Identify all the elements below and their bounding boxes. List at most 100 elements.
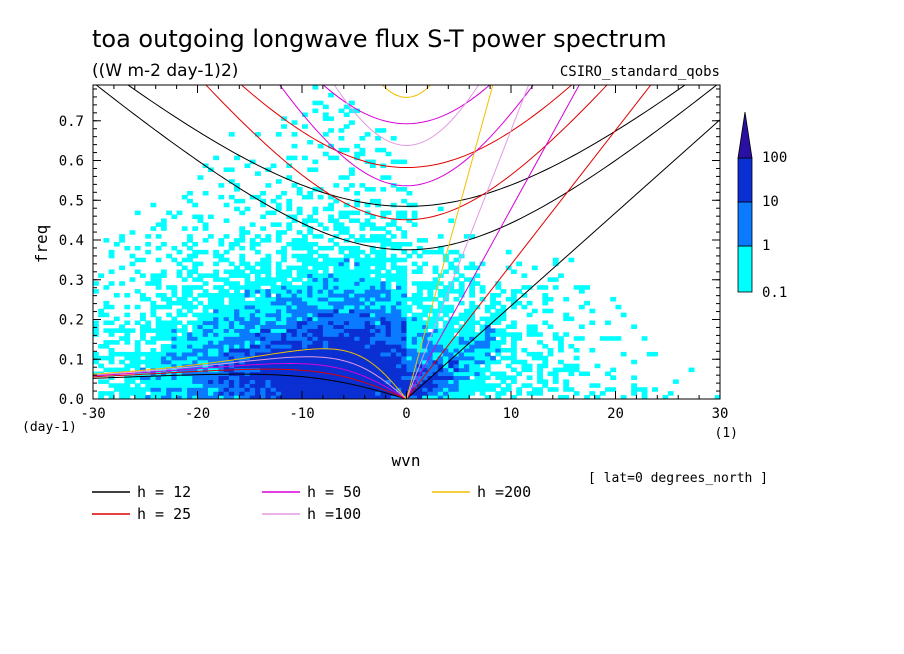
heatmap-cell	[479, 359, 486, 365]
heatmap-cell	[218, 363, 225, 369]
heatmap-cell	[422, 351, 428, 357]
heatmap-cell	[202, 273, 209, 278]
heatmap-cell	[422, 383, 428, 388]
heatmap-cell	[207, 234, 214, 239]
heatmap-cell	[484, 363, 491, 369]
heatmap-cell	[343, 371, 350, 377]
heatmap-cell	[401, 344, 408, 349]
heatmap-cell	[187, 304, 193, 310]
heatmap-cell	[385, 332, 392, 337]
heatmap-cell	[401, 234, 408, 239]
heatmap-cell	[223, 347, 230, 353]
heatmap-cell	[573, 367, 580, 373]
heatmap-cell	[328, 383, 334, 388]
heatmap-cell	[631, 324, 637, 329]
heatmap-cell	[322, 265, 329, 271]
heatmap-cell	[432, 375, 439, 380]
heatmap-cell	[275, 230, 282, 235]
heatmap-cell	[207, 332, 214, 337]
heatmap-cell	[286, 289, 293, 294]
heatmap-cell	[322, 351, 329, 357]
heatmap-cell	[234, 155, 240, 161]
heatmap-cell	[422, 355, 428, 361]
y-unit-label: (day-1)	[22, 420, 77, 435]
heatmap-cell	[160, 328, 167, 333]
x-tick-label: -30	[80, 406, 105, 422]
heatmap-cell	[124, 391, 131, 396]
heatmap-cell	[286, 320, 293, 326]
heatmap-cell	[422, 379, 428, 384]
heatmap-cell	[265, 257, 272, 263]
heatmap-cell	[396, 214, 402, 220]
heatmap-cell	[228, 391, 235, 396]
heatmap-cell	[542, 293, 549, 298]
heatmap-cell	[150, 379, 157, 384]
heatmap-cell	[479, 296, 486, 302]
heatmap-cell	[474, 379, 481, 384]
heatmap-cell	[427, 355, 434, 361]
heatmap-cell	[223, 363, 230, 369]
heatmap-cell	[181, 336, 188, 341]
heatmap-cell	[254, 395, 261, 399]
heatmap-cell	[113, 328, 120, 333]
heatmap-cell	[375, 234, 381, 239]
heatmap-cell	[234, 375, 240, 380]
heatmap-cell	[500, 340, 507, 345]
heatmap-cell	[511, 351, 517, 357]
heatmap-cell	[155, 245, 162, 251]
heatmap-cell	[307, 289, 314, 294]
heatmap-cell	[469, 265, 476, 271]
heatmap-cell	[364, 218, 371, 223]
heatmap-cell	[202, 293, 209, 298]
heatmap-cell	[411, 222, 418, 227]
heatmap-cell	[427, 281, 434, 286]
heatmap-cell	[307, 230, 314, 235]
heatmap-cell	[349, 371, 355, 377]
heatmap-cell	[307, 257, 314, 263]
heatmap-cell	[375, 136, 381, 141]
heatmap-cell	[359, 344, 366, 349]
heatmap-cell	[375, 375, 381, 380]
heatmap-cell	[275, 289, 282, 294]
heatmap-cell	[443, 328, 449, 333]
heatmap-cell	[443, 371, 449, 377]
heatmap-cell	[286, 300, 293, 306]
heatmap-cell	[197, 214, 204, 220]
heatmap-cell	[484, 304, 491, 310]
heatmap-cell	[500, 371, 507, 377]
heatmap-cell	[401, 312, 408, 318]
heatmap-cell	[469, 324, 476, 329]
heatmap-cell	[338, 355, 345, 361]
heatmap-cell	[286, 202, 293, 208]
heatmap-cell	[364, 324, 371, 329]
heatmap-cell	[150, 347, 157, 353]
heatmap-cell	[359, 261, 366, 267]
heatmap-cell	[249, 375, 256, 380]
heatmap-cell	[328, 316, 334, 322]
heatmap-cell	[317, 293, 324, 298]
heatmap-cell	[542, 379, 549, 384]
heatmap-cell	[369, 320, 376, 326]
heatmap-cell	[531, 332, 538, 337]
heatmap-cell	[192, 355, 199, 361]
heatmap-cell	[338, 359, 345, 365]
heatmap-cell	[192, 347, 199, 353]
heatmap-cell	[192, 249, 199, 255]
heatmap-cell	[228, 316, 235, 322]
heatmap-cell	[354, 296, 361, 302]
heatmap-cell	[213, 320, 219, 326]
heatmap-cell	[213, 249, 219, 255]
heatmap-cell	[443, 296, 449, 302]
heatmap-cell	[160, 296, 167, 302]
heatmap-cell	[281, 324, 287, 329]
heatmap-cell	[505, 332, 512, 337]
colorbar-label: 0.1	[762, 285, 787, 301]
heatmap-cell	[260, 261, 267, 267]
heatmap-cell	[369, 367, 376, 373]
heatmap-cell	[396, 226, 402, 231]
heatmap-cell	[359, 308, 366, 314]
heatmap-cell	[333, 155, 340, 161]
heatmap-cell	[396, 320, 402, 326]
heatmap-cell	[207, 379, 214, 384]
heatmap-cell	[134, 210, 141, 216]
